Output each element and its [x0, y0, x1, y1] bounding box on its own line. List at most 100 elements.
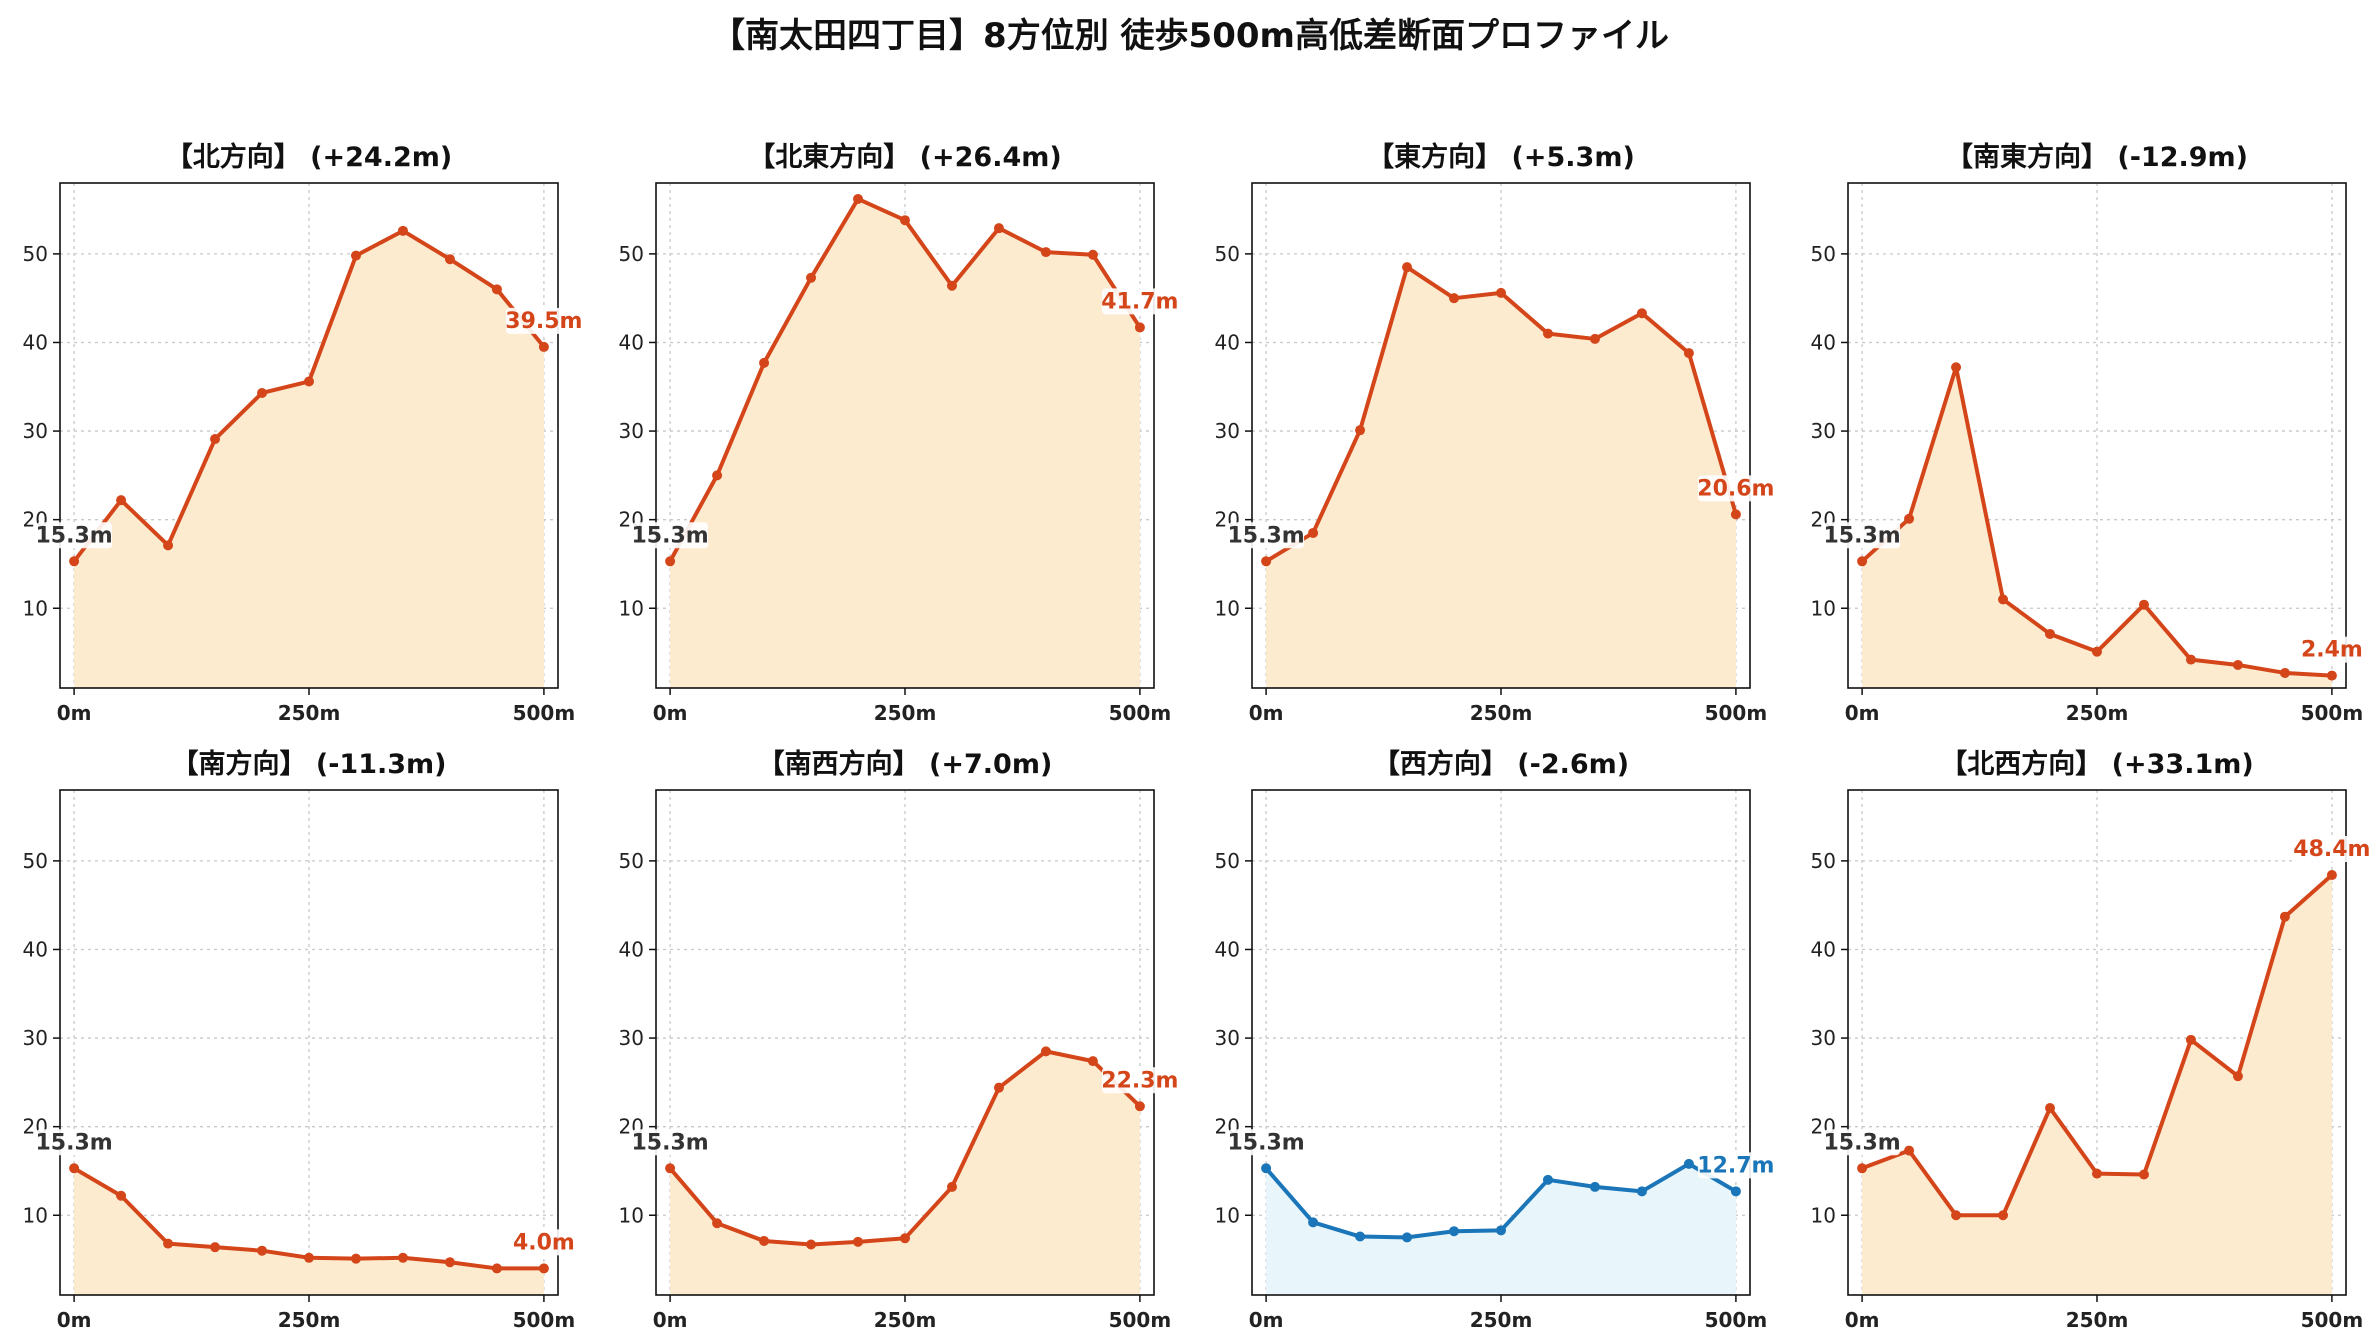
data-point: [491, 1263, 502, 1274]
y-tick-label: 40: [1811, 937, 1836, 961]
data-point: [2138, 599, 2149, 610]
end-elevation-label: 48.4m: [2293, 837, 2370, 862]
x-tick-label: 500m: [2301, 701, 2364, 725]
data-point: [2232, 1071, 2243, 1082]
data-point: [1087, 1056, 1098, 1067]
x-tick-label: 500m: [1109, 1308, 1172, 1332]
y-tick-label: 40: [1215, 330, 1240, 354]
end-elevation-label: 22.3m: [1101, 1068, 1178, 1093]
data-point: [257, 1245, 268, 1256]
y-tick-label: 30: [1811, 419, 1836, 443]
figure-title: 【南太田四丁目】8方位別 徒歩500m高低差断面プロファイル: [711, 16, 1669, 56]
end-label-box: [1101, 288, 1178, 315]
end-label-box: [1697, 475, 1774, 502]
start-elevation-label: 15.3m: [1227, 1130, 1304, 1155]
data-point: [1355, 1231, 1366, 1242]
data-point: [2185, 654, 2196, 665]
x-tick-label: 0m: [1845, 1308, 1880, 1332]
data-point: [759, 1235, 770, 1246]
data-point: [257, 387, 268, 398]
end-label-box: [2293, 636, 2370, 663]
elevation-area: [1266, 267, 1736, 688]
elevation-area: [670, 1051, 1140, 1295]
x-tick-label: 250m: [278, 1308, 341, 1332]
data-point: [538, 1263, 549, 1274]
y-tick-label: 30: [619, 1026, 644, 1050]
x-tick-label: 0m: [1845, 701, 1880, 725]
x-tick-label: 500m: [513, 1308, 576, 1332]
data-point: [397, 225, 408, 236]
x-tick-label: 500m: [1109, 701, 1172, 725]
data-point: [2138, 1169, 2149, 1180]
y-tick-label: 50: [1811, 242, 1836, 266]
data-point: [163, 540, 174, 551]
y-tick-label: 10: [23, 1203, 48, 1227]
start-label-box: [1824, 1129, 1901, 1156]
data-point: [946, 1181, 957, 1192]
y-tick-label: 30: [1811, 1026, 1836, 1050]
end-label-box: [505, 307, 582, 334]
data-point: [1904, 1145, 1915, 1156]
elevation-area: [1862, 875, 2332, 1295]
data-point: [853, 1236, 864, 1247]
data-point: [1134, 1101, 1145, 1112]
data-point: [116, 1190, 127, 1201]
x-tick-label: 250m: [874, 1308, 937, 1332]
start-label-box: [36, 522, 113, 549]
y-tick-label: 10: [1215, 596, 1240, 620]
data-point: [1402, 1232, 1413, 1243]
y-tick-label: 50: [1811, 849, 1836, 873]
data-point: [665, 556, 676, 567]
x-tick-label: 250m: [2066, 1308, 2129, 1332]
y-tick-label: 10: [619, 596, 644, 620]
data-point: [1261, 556, 1272, 567]
data-point: [1040, 247, 1051, 258]
data-point: [210, 434, 221, 445]
data-point: [806, 272, 817, 283]
y-tick-label: 50: [1215, 849, 1240, 873]
data-point: [304, 1252, 314, 1263]
x-tick-label: 250m: [1470, 1308, 1533, 1332]
data-point: [2326, 670, 2337, 681]
y-tick-label: 40: [619, 330, 644, 354]
data-point: [1636, 308, 1647, 319]
x-tick-label: 0m: [653, 701, 688, 725]
data-point: [163, 1238, 174, 1249]
y-tick-label: 40: [1215, 937, 1240, 961]
data-point: [491, 284, 502, 295]
data-point: [1261, 1163, 1272, 1174]
data-point: [2279, 667, 2290, 678]
data-point: [1134, 322, 1145, 333]
y-tick-label: 10: [1811, 1203, 1836, 1227]
y-tick-label: 40: [1811, 330, 1836, 354]
data-point: [1857, 1163, 1868, 1174]
data-point: [993, 1082, 1004, 1093]
panel-title: 【北方向】 (+24.2m): [166, 141, 452, 173]
data-point: [444, 254, 455, 265]
panel-title: 【南方向】 (-11.3m): [171, 748, 446, 780]
x-tick-label: 250m: [874, 701, 937, 725]
start-label-box: [632, 522, 709, 549]
data-point: [1589, 333, 1600, 344]
data-point: [712, 470, 723, 481]
data-point: [1636, 1186, 1647, 1197]
end-elevation-label: 39.5m: [505, 309, 582, 334]
data-point: [1496, 1225, 1506, 1236]
data-point: [397, 1252, 408, 1263]
data-point: [1683, 1158, 1694, 1169]
data-point: [2092, 646, 2102, 657]
y-tick-label: 50: [23, 242, 48, 266]
y-tick-label: 30: [23, 419, 48, 443]
end-elevation-label: 4.0m: [513, 1230, 575, 1255]
data-point: [1308, 1217, 1319, 1228]
data-point: [2185, 1034, 2196, 1045]
data-point: [538, 341, 549, 352]
data-point: [1904, 513, 1915, 524]
data-point: [1683, 348, 1694, 359]
y-tick-label: 50: [23, 849, 48, 873]
panel-title: 【北東方向】 (+26.4m): [748, 141, 1061, 173]
end-label-box: [1101, 1067, 1178, 1094]
